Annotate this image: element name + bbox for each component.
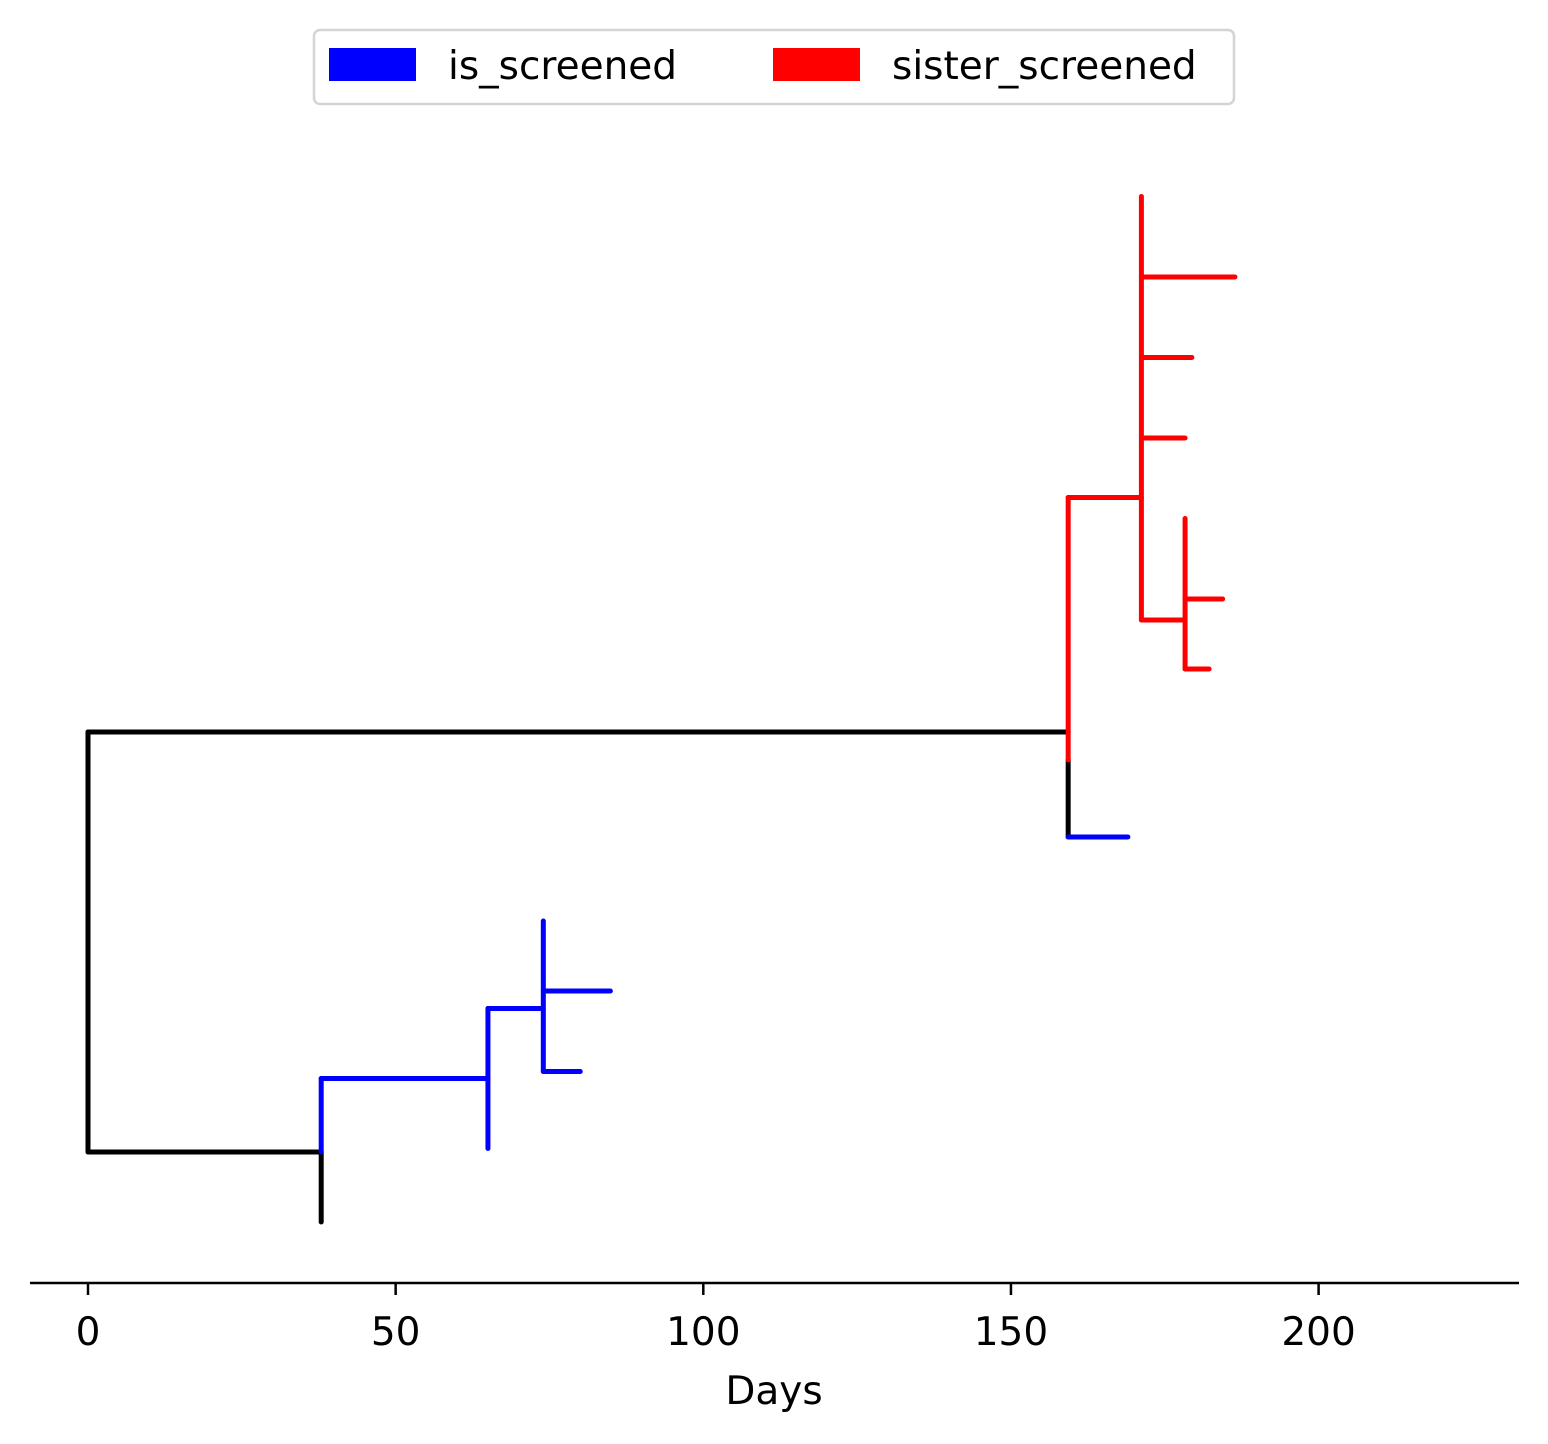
x-tick-label-150: 150 xyxy=(974,1310,1048,1355)
x-tick-label-200: 200 xyxy=(1281,1310,1355,1355)
x-tick-label-100: 100 xyxy=(666,1310,740,1355)
tree-edges xyxy=(85,194,1238,1225)
legend-label-sister-screened: sister_screened xyxy=(892,44,1197,89)
x-axis-ticks: 0 50 100 150 200 xyxy=(76,1283,1356,1355)
legend-label-is-screened: is_screened xyxy=(448,44,677,89)
x-tick-label-0: 0 xyxy=(76,1310,101,1355)
legend-swatch-sister-screened xyxy=(773,48,860,81)
x-axis: 0 50 100 150 200 Days xyxy=(30,1281,1519,1414)
x-axis-label: Days xyxy=(725,1369,822,1414)
legend-swatch-is-screened xyxy=(329,48,416,81)
x-tick-label-50: 50 xyxy=(371,1310,421,1355)
legend: is_screened sister_screened xyxy=(312,28,1236,106)
